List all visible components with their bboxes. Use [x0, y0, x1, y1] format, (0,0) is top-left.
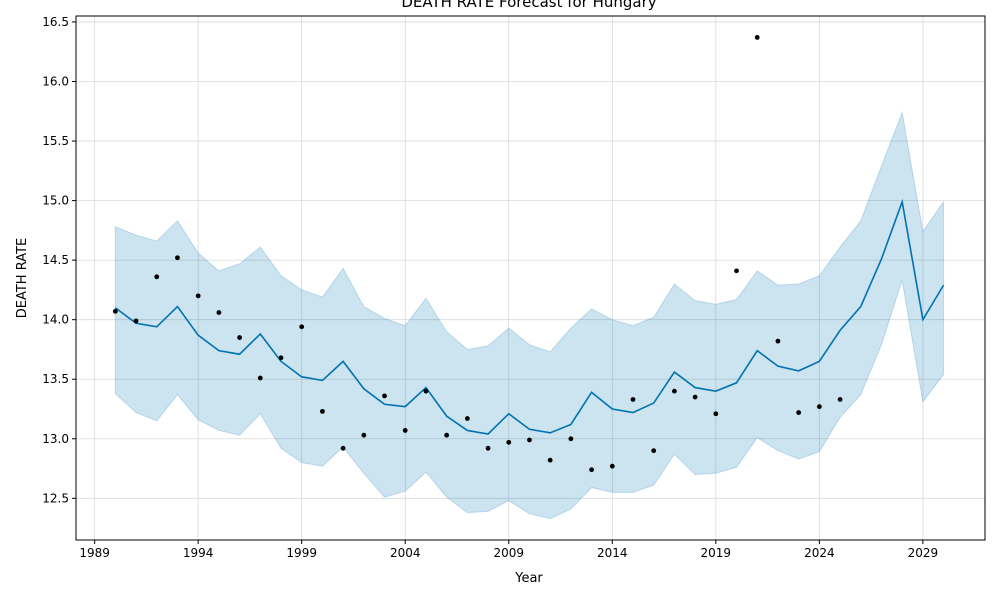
observed-point [361, 432, 367, 438]
observed-point [547, 457, 553, 463]
observed-point [837, 397, 843, 402]
observed-point [154, 274, 160, 280]
observed-point [464, 416, 470, 421]
y-tick-label: 14.0 [42, 313, 69, 327]
observed-point [175, 255, 180, 261]
y-tick-label: 16.5 [42, 15, 69, 29]
x-tick-label: 1989 [79, 546, 110, 560]
x-tick-label: 2009 [493, 546, 524, 560]
observed-point [257, 375, 263, 381]
observed-point [651, 448, 657, 454]
observed-point [237, 335, 242, 340]
forecast-line [114, 198, 945, 435]
y-tick-label: 16.0 [42, 75, 69, 89]
observed-point [630, 397, 636, 402]
observed-points [112, 35, 843, 473]
observed-point [299, 324, 305, 330]
y-tick-label: 12.5 [42, 491, 69, 505]
x-axis-label: Year [514, 571, 543, 586]
y-tick-label: 14.5 [42, 253, 69, 267]
observed-point [568, 436, 574, 442]
observed-point [444, 432, 450, 438]
observed-point [775, 338, 781, 344]
observed-point [506, 439, 512, 445]
observed-point [216, 310, 222, 315]
observed-point [692, 394, 698, 400]
observed-point [423, 388, 429, 394]
x-tick-label: 1994 [183, 546, 214, 560]
observed-point [816, 404, 822, 410]
x-tick-label: 2024 [804, 546, 835, 560]
x-tick-label: 2014 [597, 546, 628, 560]
chart-title: DEATH RATE Forecast for Hungary [401, 0, 656, 11]
observed-point [195, 293, 201, 299]
observed-point [485, 445, 491, 451]
observed-point [672, 388, 677, 394]
observed-point [278, 355, 284, 361]
x-tick-label: 2004 [390, 546, 421, 560]
y-axis-ticks: 12.5 13.0 13.5 14.0 14.5 15.0 15.5 16.0 16.5 [42, 15, 76, 505]
observed-point [320, 408, 325, 414]
x-tick-label: 2029 [908, 546, 939, 560]
observed-point [402, 428, 408, 433]
y-tick-label: 15.0 [42, 194, 69, 208]
x-tick-label: 1999 [286, 546, 317, 560]
x-axis-ticks: 1989 1994 1999 2004 2009 2014 2019 2024 2029 [79, 540, 938, 560]
plot-frame [75, 15, 986, 541]
uncertainty-band [114, 110, 945, 520]
observed-point [589, 467, 594, 473]
observed-point [112, 308, 118, 314]
observed-point [382, 393, 387, 399]
observed-point [340, 445, 346, 451]
observed-point [527, 437, 532, 443]
y-tick-label: 15.5 [42, 134, 69, 148]
y-tick-label: 13.5 [42, 372, 69, 386]
grid-lines [76, 16, 985, 540]
observed-point [734, 268, 739, 274]
observed-point [609, 463, 615, 469]
observed-point [754, 35, 760, 40]
y-axis-label: DEATH RATE [15, 238, 30, 319]
y-tick-label: 13.0 [42, 432, 69, 446]
observed-point [133, 318, 139, 324]
observed-point [713, 411, 719, 417]
x-tick-label: 2019 [701, 546, 732, 560]
observed-point [796, 410, 802, 415]
